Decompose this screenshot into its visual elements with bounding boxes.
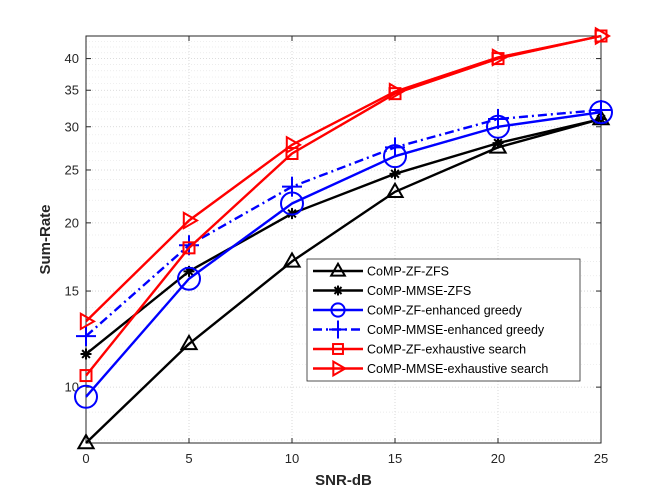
circle-marker [74,384,98,409]
plus-marker [76,326,96,347]
series-layer [74,26,613,450]
plus-marker [329,320,347,339]
triangle-marker [385,181,405,199]
series-comp-mmse-exhaustive-search [79,26,612,331]
series-line [85,117,602,355]
legend-label-comp-mmse-zfs: CoMP-MMSE-ZFS [367,284,471,298]
series-comp-zf-enhanced-greedy [74,100,613,409]
star-marker-stroke [493,138,503,148]
series-line [85,108,602,338]
star-marker-stroke [81,349,91,359]
y-tick-label: 40 [65,51,79,66]
square-marker [332,343,344,355]
plus-marker [591,99,611,120]
star-marker [389,168,401,180]
legend-label-comp-zf-zfs: CoMP-ZF-ZFS [367,265,449,279]
plus-marker [488,108,508,129]
legend-label-comp-mmse-enhanced-greedy: CoMP-MMSE-enhanced greedy [367,323,545,337]
star-marker [492,137,504,149]
series-line [85,34,602,323]
legend-label-comp-zf-exhaustive-search: CoMP-ZF-exhaustive search [367,343,526,357]
square-marker [182,241,196,255]
y-tick-label: 35 [65,83,79,98]
star-marker [80,348,92,360]
triangle-marker [329,261,347,277]
x-tick-label: 10 [285,451,299,466]
series-line [85,111,602,398]
major-grid [85,36,602,443]
plus-marker [282,176,302,197]
series-comp-mmse-enhanced-greedy [76,99,611,347]
y-axis-title: Sum-Rate [37,204,54,274]
legend-label-comp-zf-enhanced-greedy: CoMP-ZF-enhanced greedy [367,304,523,318]
star-marker-stroke [333,286,343,295]
y-tick-label: 10 [65,380,79,395]
x-tick-label: 25 [594,451,608,466]
legend: CoMP-ZF-ZFS CoMP-MMSE-ZFS CoMP-ZF-enhanc… [306,258,581,382]
triangle-right-marker [79,312,97,331]
triangle-right-marker [594,26,612,46]
star-marker-stroke [390,169,400,179]
y-tick-label: 25 [65,162,79,177]
triangle-marker [179,333,199,351]
triangle-right-marker [285,135,303,155]
square-marker [79,369,93,383]
circle-marker [330,302,346,318]
triangle-right-marker [332,359,348,378]
x-tick-label: 0 [82,451,89,466]
x-tick-label: 5 [185,451,192,466]
y-tick-label: 30 [65,119,79,134]
plus-marker [179,235,199,256]
x-axis-title: SNR-dB [315,472,372,489]
triangle-right-marker [182,211,200,230]
x-tick-label: 15 [388,451,402,466]
triangle-marker [282,251,302,268]
legend-label-comp-mmse-exhaustive-search: CoMP-MMSE-exhaustive search [367,362,548,376]
triangle-right-marker [388,82,406,101]
triangle-marker [76,432,96,450]
star-marker [333,285,343,296]
y-tick-label: 15 [65,284,79,299]
x-tick-label: 20 [491,451,505,466]
legend-box [306,258,581,382]
triangle-right-marker [491,48,509,67]
y-tick-label: 20 [65,215,79,230]
plus-marker [385,137,405,158]
axis-ticks: 10 15 20 25 30 35 40 0 5 10 15 20 25 [65,36,608,466]
series-line [85,117,602,444]
circle-marker [177,266,201,291]
plot-area-frame [85,35,602,444]
